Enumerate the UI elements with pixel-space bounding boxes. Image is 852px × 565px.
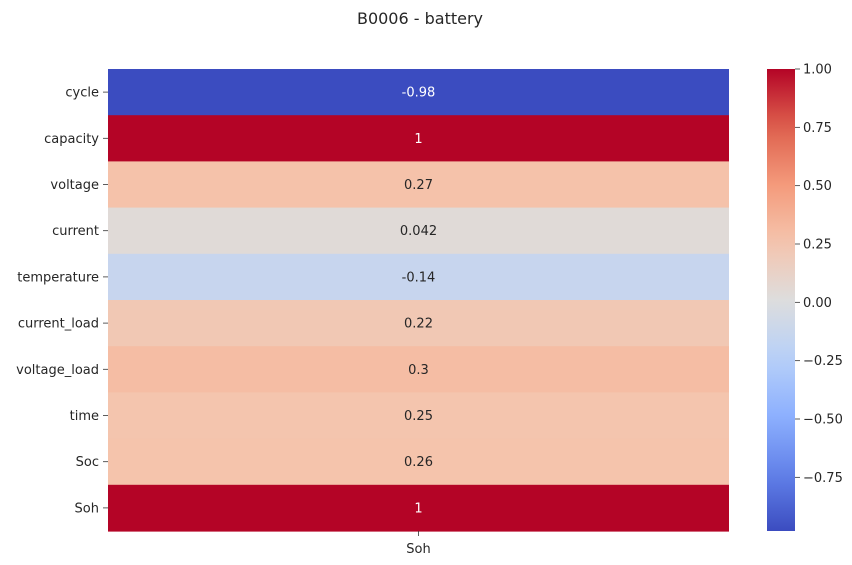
cell-annotation-current: 0.042 — [400, 224, 437, 239]
heatmap-cell-current_load — [108, 300, 729, 347]
colorbar-tick-label: 0.50 — [803, 179, 832, 194]
heatmap-cell-voltage_load — [108, 346, 729, 393]
heatmap-cell-time — [108, 392, 729, 440]
x-tick-labels: Soh — [406, 531, 431, 557]
heatmap-cell-cycle — [108, 69, 729, 116]
cell-annotation-Soh: 1 — [414, 501, 422, 516]
colorbar-tick-label: −0.25 — [803, 354, 843, 369]
chart-title: B0006 - battery — [357, 9, 483, 28]
y-tick-label-voltage: voltage — [50, 178, 99, 193]
colorbar-tick-label: 0.00 — [803, 296, 832, 311]
cell-annotation-capacity: 1 — [414, 132, 422, 147]
heatmap-cells — [108, 69, 729, 532]
heatmap-cell-Soh — [108, 484, 729, 532]
y-tick-label-time: time — [70, 409, 99, 424]
cell-annotation-voltage: 0.27 — [404, 178, 433, 193]
y-tick-label-current_load: current_load — [18, 317, 99, 332]
colorbar-tick-label: 0.25 — [803, 238, 832, 253]
y-tick-label-Soh: Soh — [75, 501, 99, 516]
colorbar-tick-label: −0.75 — [803, 471, 843, 486]
cell-annotation-time: 0.25 — [404, 409, 433, 424]
y-tick-label-current: current — [52, 224, 99, 239]
colorbar-tick-label: −0.50 — [803, 413, 843, 428]
y-tick-label-temperature: temperature — [17, 270, 99, 285]
cell-annotation-temperature: -0.14 — [402, 270, 436, 285]
cell-annotation-current_load: 0.22 — [404, 317, 433, 332]
heatmap-cell-temperature — [108, 253, 729, 301]
x-tick-label-Soh: Soh — [406, 542, 430, 557]
y-tick-label-Soc: Soc — [76, 455, 99, 470]
cell-annotations: -0.98 1 0.27 0.042 -0.14 0.22 0.3 0.25 0.26 1 — [400, 86, 437, 517]
heatmap-cell-voltage — [108, 161, 729, 209]
colorbar-tick-label: 0.75 — [803, 121, 832, 136]
cell-annotation-voltage_load: 0.3 — [408, 363, 429, 378]
heatmap-cell-current — [108, 207, 729, 255]
cell-annotation-Soc: 0.26 — [404, 455, 433, 470]
y-tick-label-cycle: cycle — [65, 86, 99, 101]
colorbar: 1.00 0.75 0.50 0.25 0.00 −0.25 −0.50 −0.75 — [767, 63, 843, 531]
y-tick-label-voltage_load: voltage_load — [16, 363, 99, 378]
colorbar-gradient — [767, 69, 795, 531]
heatmap-cell-Soc — [108, 438, 729, 486]
y-tick-label-capacity: capacity — [44, 132, 99, 147]
y-tick-labels: cycle capacity voltage current temperature cu… — [16, 86, 108, 516]
cell-annotation-cycle: -0.98 — [402, 86, 436, 101]
colorbar-tick-label: 1.00 — [803, 63, 832, 78]
heatmap-cell-capacity — [108, 115, 729, 162]
